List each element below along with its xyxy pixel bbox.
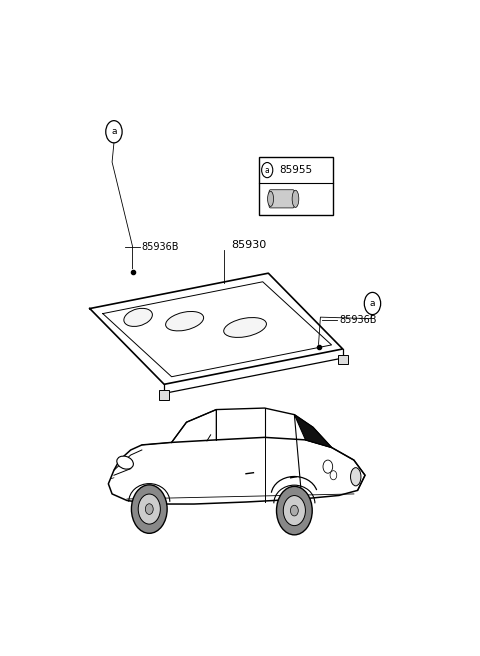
Ellipse shape	[292, 190, 299, 207]
Ellipse shape	[166, 312, 204, 331]
Text: a: a	[370, 299, 375, 308]
Bar	[259, 157, 334, 215]
Text: 85930: 85930	[231, 241, 266, 251]
Ellipse shape	[117, 456, 133, 469]
Ellipse shape	[124, 308, 152, 327]
Circle shape	[276, 486, 312, 535]
Circle shape	[330, 471, 337, 480]
FancyBboxPatch shape	[269, 190, 294, 208]
Text: 85936B: 85936B	[142, 243, 180, 253]
Polygon shape	[294, 415, 332, 447]
Polygon shape	[338, 355, 348, 364]
Circle shape	[290, 505, 298, 516]
Circle shape	[132, 485, 167, 533]
Ellipse shape	[224, 318, 266, 337]
Polygon shape	[159, 390, 169, 400]
Circle shape	[323, 460, 333, 473]
Text: 85955: 85955	[279, 165, 312, 175]
Circle shape	[145, 504, 153, 514]
Circle shape	[138, 494, 160, 524]
Text: 85936B: 85936B	[339, 315, 376, 325]
Text: a: a	[265, 165, 270, 174]
Ellipse shape	[267, 192, 274, 207]
Ellipse shape	[350, 468, 361, 486]
Circle shape	[283, 495, 305, 525]
Text: a: a	[111, 127, 117, 136]
